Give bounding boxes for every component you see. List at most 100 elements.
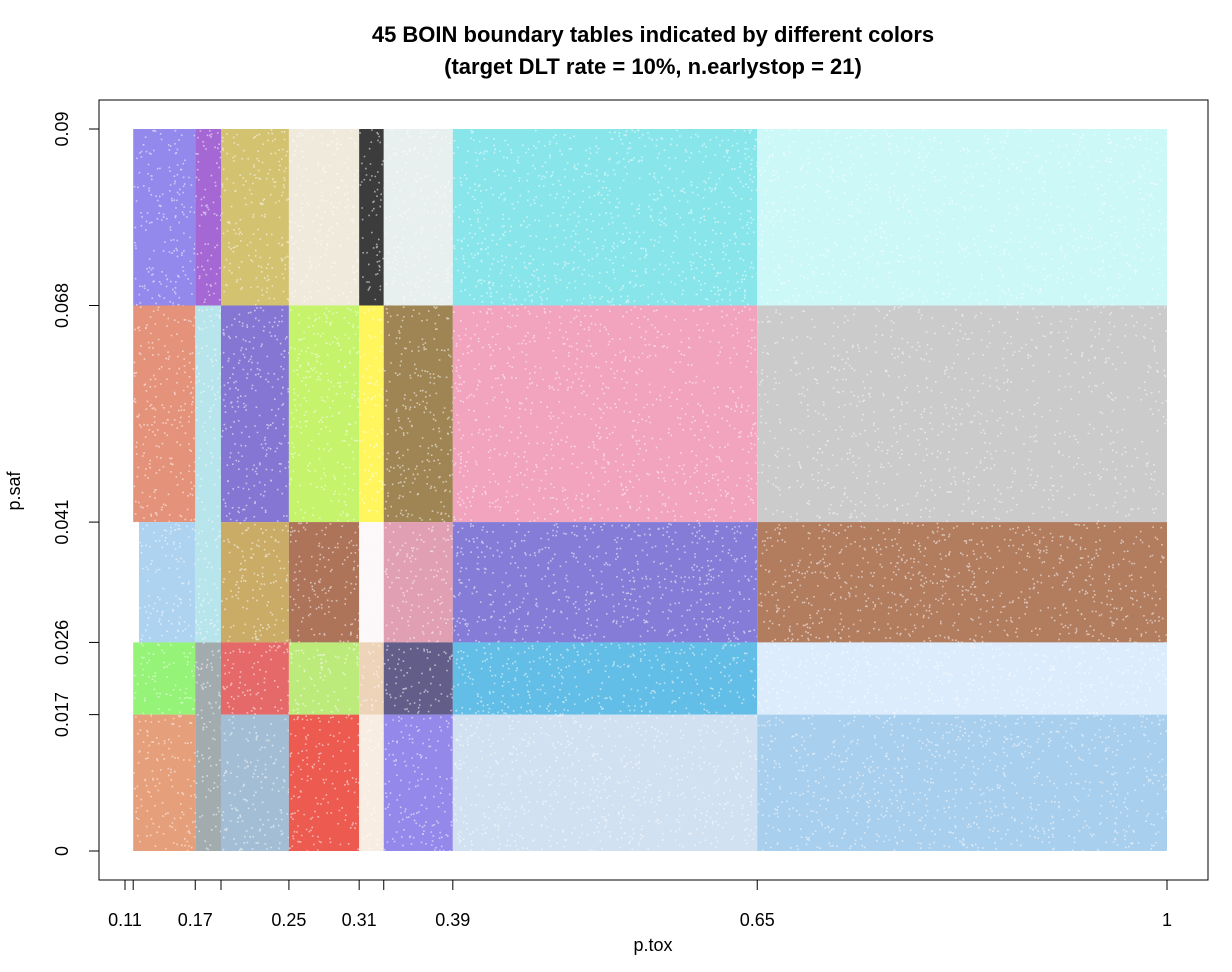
- region-8: [452, 129, 759, 307]
- region-18: [757, 305, 1169, 523]
- x-tick-label: 0.11: [108, 910, 142, 930]
- y-tick-label: 0.068: [52, 283, 72, 328]
- region-speckle: [222, 642, 291, 715]
- region-28: [195, 642, 223, 851]
- region-fill: [757, 522, 1167, 643]
- x-axis-title: p.tox: [633, 935, 672, 955]
- region-speckle: [221, 716, 290, 853]
- region-fill: [757, 129, 1167, 306]
- region-32: [383, 642, 454, 715]
- region-7: [383, 129, 454, 307]
- region-19: [139, 522, 197, 644]
- region-9: [757, 129, 1169, 307]
- x-tick-label: 0.25: [271, 910, 306, 930]
- region-33: [452, 642, 758, 716]
- region-speckle: [758, 643, 1168, 717]
- region-31: [359, 642, 385, 715]
- region-fill: [133, 305, 196, 523]
- region-3: [195, 129, 222, 306]
- region-41: [452, 714, 759, 852]
- region-37: [221, 714, 290, 853]
- region-speckle: [289, 643, 361, 716]
- y-tick-label: 0.041: [52, 500, 72, 545]
- region-fill: [757, 305, 1167, 523]
- region-29: [221, 642, 291, 715]
- region-fill: [139, 522, 196, 643]
- region-speckle: [133, 642, 197, 715]
- region-fill: [452, 305, 758, 523]
- chart-title: 45 BOIN boundary tables indicated by dif…: [372, 22, 934, 47]
- region-30: [288, 642, 361, 716]
- region-fill: [221, 305, 289, 523]
- region-fill: [452, 714, 758, 851]
- region-fill: [452, 522, 758, 643]
- region-34: [757, 642, 1168, 717]
- y-tick-label: 0.017: [52, 692, 72, 737]
- x-axis: 0.11 0.17 0.25 0.31 0.39 0.65 1: [108, 879, 1172, 930]
- region-24: [452, 522, 759, 644]
- region-fill: [757, 642, 1167, 715]
- region-5: [288, 129, 360, 307]
- region-speckle: [383, 645, 454, 714]
- y-tick-label: 0: [52, 846, 72, 856]
- x-tick-label: 0.39: [435, 910, 470, 930]
- region-layer: [133, 129, 1169, 853]
- region-fill: [221, 129, 289, 306]
- region-fill: [288, 522, 360, 643]
- y-tick-label: 0.026: [52, 620, 72, 665]
- region-speckle: [452, 642, 756, 716]
- region-12: [195, 305, 223, 643]
- region-13: [221, 305, 290, 523]
- region-fill: [383, 522, 453, 643]
- region-fill: [359, 714, 384, 851]
- region-fill: [133, 714, 196, 851]
- region-17: [452, 305, 759, 524]
- region-27: [133, 642, 197, 715]
- region-38: [288, 714, 361, 853]
- region-16: [383, 305, 455, 523]
- region-fill: [383, 305, 453, 523]
- region-fill: [359, 305, 384, 523]
- region-14: [288, 305, 361, 523]
- x-tick-label: 0.65: [740, 910, 775, 930]
- region-speckle: [453, 305, 759, 524]
- region-6: [359, 129, 386, 306]
- region-fill: [221, 522, 289, 643]
- region-23: [383, 522, 455, 643]
- region-fill: [221, 642, 289, 715]
- region-speckle: [359, 308, 385, 524]
- region-fill: [359, 522, 384, 643]
- chart-subtitle: (target DLT rate = 10%, n.earlystop = 21…: [444, 54, 862, 79]
- region-40: [383, 714, 455, 853]
- region-fill: [288, 129, 360, 306]
- region-2: [133, 129, 197, 307]
- region-15: [359, 305, 385, 524]
- region-11: [133, 305, 197, 524]
- region-fill: [452, 129, 758, 306]
- x-tick-label: 0.31: [342, 910, 377, 930]
- region-fill: [359, 129, 384, 306]
- region-fill: [383, 129, 453, 306]
- region-fill: [133, 642, 196, 715]
- y-axis-title: p.saf: [4, 470, 24, 510]
- region-21: [288, 522, 360, 644]
- region-speckle: [133, 715, 197, 852]
- x-tick-label: 1: [1162, 910, 1172, 930]
- region-fill: [383, 714, 453, 851]
- region-25: [757, 522, 1169, 644]
- region-20: [221, 522, 291, 644]
- region-22: [359, 522, 386, 644]
- region-36: [133, 714, 197, 852]
- region-fill: [288, 642, 360, 715]
- region-39: [359, 714, 386, 851]
- region-42: [757, 714, 1169, 853]
- region-fill: [221, 714, 289, 851]
- region-fill: [452, 642, 758, 715]
- region-speckle: [384, 716, 455, 853]
- y-tick-label: 0.09: [52, 111, 72, 146]
- region-4: [221, 129, 291, 307]
- region-fill: [383, 642, 453, 715]
- x-tick-label: 0.17: [178, 910, 213, 930]
- region-fill: [195, 642, 222, 851]
